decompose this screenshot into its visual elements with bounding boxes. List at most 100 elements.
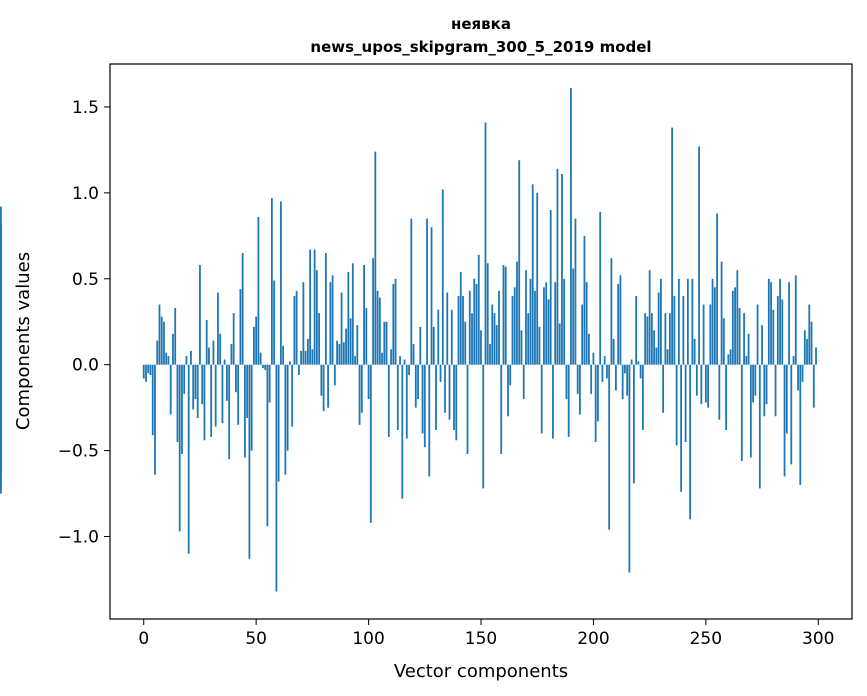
bar <box>641 364 644 430</box>
bar <box>792 356 795 365</box>
bar <box>803 330 806 365</box>
bar <box>248 364 251 559</box>
bar <box>547 299 550 365</box>
bar <box>554 282 557 365</box>
bar <box>520 330 523 365</box>
bar <box>489 344 491 365</box>
bar <box>675 364 678 446</box>
bar <box>453 364 455 430</box>
bar <box>770 282 772 365</box>
bar <box>808 304 811 365</box>
bar <box>745 356 748 365</box>
bar <box>311 349 314 365</box>
bar <box>309 249 312 365</box>
bar <box>590 364 593 394</box>
bar <box>464 321 467 365</box>
bar <box>363 265 365 365</box>
bar <box>673 295 676 365</box>
bar <box>351 263 354 365</box>
bar <box>727 354 730 365</box>
bar <box>635 295 638 365</box>
bar <box>174 307 177 365</box>
bar <box>729 349 732 365</box>
x-tick-label: 50 <box>245 629 267 649</box>
bar <box>239 289 242 365</box>
bar <box>230 344 233 365</box>
bar <box>610 258 613 365</box>
bar <box>185 356 188 365</box>
bar <box>493 313 496 365</box>
bar <box>718 364 721 420</box>
bar <box>576 364 579 394</box>
bar <box>531 184 534 365</box>
bar <box>273 280 276 365</box>
bar-series <box>0 88 817 592</box>
bar <box>776 295 779 365</box>
bar <box>205 320 208 365</box>
x-tick-label: 0 <box>138 629 149 649</box>
bar <box>639 364 642 379</box>
bar <box>446 292 449 365</box>
bar <box>473 278 476 365</box>
bar <box>599 211 602 365</box>
bar <box>190 350 192 365</box>
bar <box>772 309 775 365</box>
bar <box>525 270 527 365</box>
bar <box>747 333 750 365</box>
bar <box>279 201 282 365</box>
bar <box>291 364 294 427</box>
bar <box>468 290 471 365</box>
bar <box>329 282 332 365</box>
bar <box>367 364 370 400</box>
bar <box>338 344 341 365</box>
bar <box>284 364 287 475</box>
bar <box>194 364 197 400</box>
bar <box>615 364 617 391</box>
bar <box>471 313 473 365</box>
bar <box>633 364 635 484</box>
bar <box>293 295 296 365</box>
bar <box>563 278 566 365</box>
bar <box>725 364 727 430</box>
bar <box>444 364 446 413</box>
x-tick-label: 300 <box>802 629 834 649</box>
bar <box>799 364 802 485</box>
bar <box>259 352 262 365</box>
bar <box>502 265 505 365</box>
bar <box>210 364 213 437</box>
bar <box>392 283 395 365</box>
bar <box>223 359 226 365</box>
bar <box>743 313 745 365</box>
bar <box>702 304 705 365</box>
bar <box>217 292 219 365</box>
y-axis-label: Components values <box>13 252 34 430</box>
bar <box>507 364 509 417</box>
bar <box>275 364 278 592</box>
bar <box>516 261 518 365</box>
bar <box>794 275 797 365</box>
bar <box>336 340 338 365</box>
bar <box>322 364 325 412</box>
bar <box>306 338 309 365</box>
bar <box>511 295 514 365</box>
chart-title-line-1: неявка <box>451 15 511 33</box>
bar <box>349 318 352 365</box>
bar <box>228 364 231 460</box>
bar <box>812 364 815 408</box>
bar <box>522 364 525 400</box>
bar <box>758 364 761 489</box>
bar <box>192 364 195 410</box>
y-tick-label: 0.0 <box>72 356 99 376</box>
bar <box>439 364 442 382</box>
bar <box>722 318 725 365</box>
bar <box>650 313 653 365</box>
bar <box>543 287 545 365</box>
bar <box>318 313 321 365</box>
bar <box>691 278 694 365</box>
bar <box>767 278 770 365</box>
bar <box>684 364 687 443</box>
x-tick-label: 200 <box>577 629 609 649</box>
bar <box>668 313 671 365</box>
bar <box>630 359 633 365</box>
